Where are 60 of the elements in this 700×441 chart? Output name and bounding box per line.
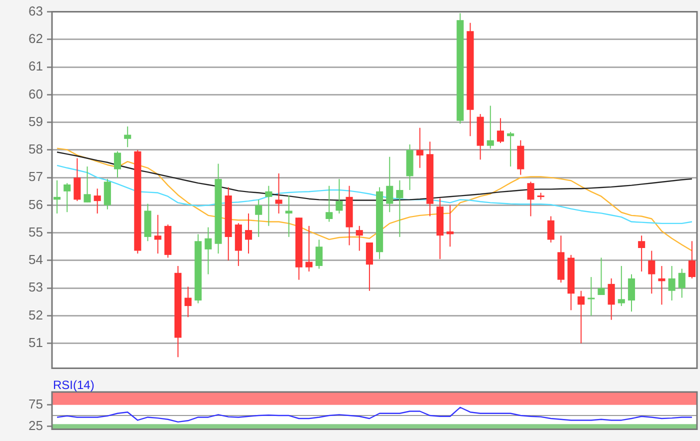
y-tick-label: 51 (28, 334, 43, 350)
candlestick (648, 250, 656, 294)
candlestick (285, 195, 292, 238)
y-tick-label: 63 (28, 3, 43, 18)
candlestick (356, 225, 363, 252)
y-tick-label: 59 (28, 114, 43, 129)
candlestick (84, 166, 91, 203)
y-tick-label: 55 (28, 224, 43, 240)
candlestick (496, 118, 504, 144)
candlestick (668, 265, 676, 302)
candlestick (658, 265, 666, 306)
candlestick (396, 180, 404, 238)
candlestick (104, 178, 111, 210)
y-tick-label: 57 (28, 169, 43, 184)
candlestick (74, 158, 81, 202)
candlestick (578, 290, 585, 344)
y-tick-label: 61 (28, 58, 43, 74)
candlestick (446, 204, 454, 248)
candlestick (527, 181, 534, 217)
candlestick (416, 127, 424, 168)
candlestick (326, 185, 333, 222)
candlestick (598, 257, 605, 296)
y-tick-label: 53 (28, 280, 43, 295)
y-tick-label: 25 (28, 418, 43, 433)
candlestick (678, 268, 686, 298)
candlestick (588, 276, 595, 316)
candlestick (336, 178, 343, 214)
candlestick (386, 156, 394, 213)
y-tick-label: 75 (28, 396, 43, 412)
candlestick (184, 286, 192, 318)
candlestick (628, 274, 636, 312)
candlestick (275, 172, 282, 214)
candlestick (204, 226, 212, 275)
candlestick (305, 225, 313, 272)
candlestick (366, 242, 373, 292)
candlestick (64, 182, 71, 213)
y-tick-label: 60 (28, 86, 43, 102)
y-tick-label: 58 (28, 142, 43, 157)
candlestick (255, 199, 262, 238)
candlestick (618, 265, 625, 307)
candlestick (54, 180, 61, 214)
candlestick (688, 240, 696, 279)
candlestick (316, 239, 323, 270)
y-tick-label: 54 (28, 252, 43, 268)
y-tick-label: 62 (28, 31, 43, 46)
candlestick (608, 278, 615, 320)
candlestick (154, 214, 162, 254)
candlestick (547, 216, 554, 243)
y-tick-label: 52 (28, 307, 43, 322)
candlestick (507, 131, 514, 168)
candlestick (124, 126, 132, 148)
candlestick (94, 188, 101, 214)
y-tick-label: 56 (28, 196, 43, 212)
chart-title: RSI(14) (53, 378, 94, 392)
candlestick (486, 105, 494, 150)
candlestick (114, 150, 122, 178)
candlestick (265, 185, 272, 226)
candlestick (244, 212, 252, 254)
candlestick (638, 235, 646, 272)
candlestick (517, 140, 524, 176)
